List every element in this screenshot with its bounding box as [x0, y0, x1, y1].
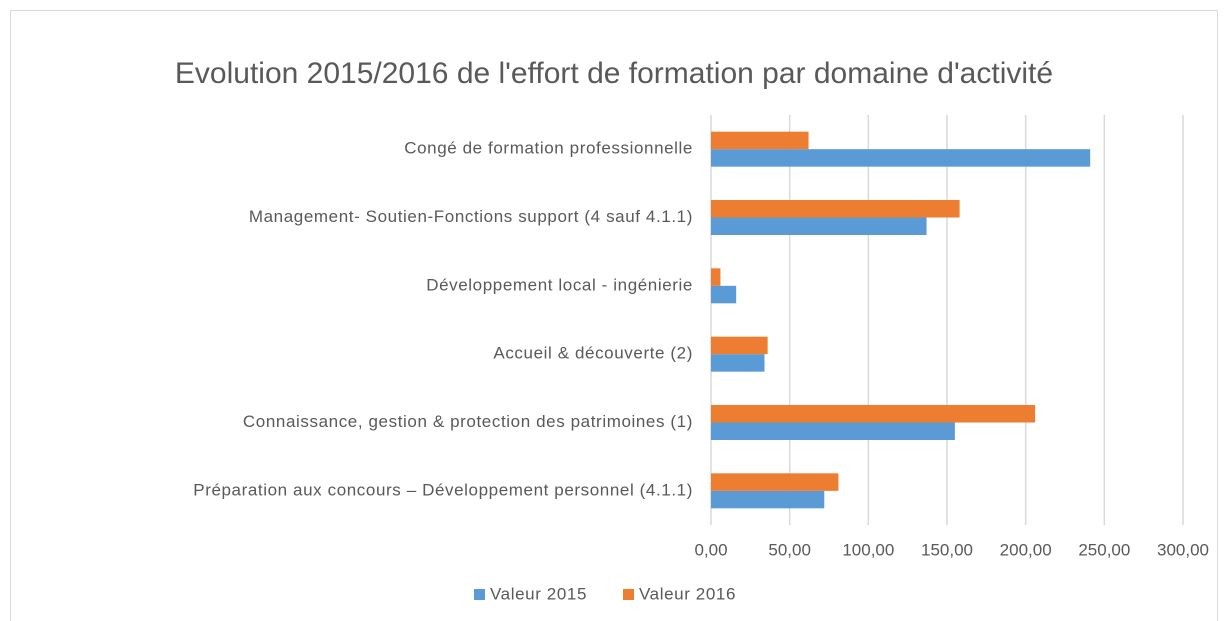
- y-tick-label: Préparation aux concours – Développement…: [193, 480, 693, 499]
- legend-swatch: [474, 589, 485, 600]
- x-tick-label: 200,00: [1000, 540, 1052, 559]
- y-tick-label: Accueil & découverte (2): [493, 344, 693, 363]
- x-tick-label: 300,00: [1157, 540, 1209, 559]
- bar: [711, 354, 765, 372]
- bar: [711, 405, 1036, 423]
- y-tick-label: Connaissance, gestion & protection des p…: [243, 412, 693, 431]
- x-tick-label: 0,00: [694, 540, 727, 559]
- legend-label: Valeur 2015: [490, 584, 587, 603]
- bar: [711, 473, 839, 491]
- x-tick-label: 150,00: [921, 540, 973, 559]
- x-tick-label: 250,00: [1078, 540, 1130, 559]
- legend-swatch: [623, 589, 634, 600]
- bar: [711, 149, 1091, 167]
- y-tick-label: Management- Soutien-Fonctions support (4…: [249, 207, 693, 226]
- bar: [711, 217, 927, 235]
- chart-frame: [10, 10, 1218, 621]
- legend-label: Valeur 2016: [639, 584, 736, 603]
- bar: [711, 490, 825, 509]
- bar: [711, 131, 809, 150]
- y-tick-label: Développement local - ingénierie: [426, 275, 693, 294]
- x-tick-label: 50,00: [768, 540, 811, 559]
- bar: [711, 422, 955, 440]
- x-tick-label: 100,00: [842, 540, 894, 559]
- chart-title: Evolution 2015/2016 de l'effort de forma…: [175, 57, 1053, 90]
- bar: [711, 268, 721, 286]
- y-tick-label: Congé de formation professionnelle: [404, 139, 693, 158]
- bar: [711, 285, 737, 304]
- bar: [711, 336, 768, 355]
- bar: [711, 200, 960, 218]
